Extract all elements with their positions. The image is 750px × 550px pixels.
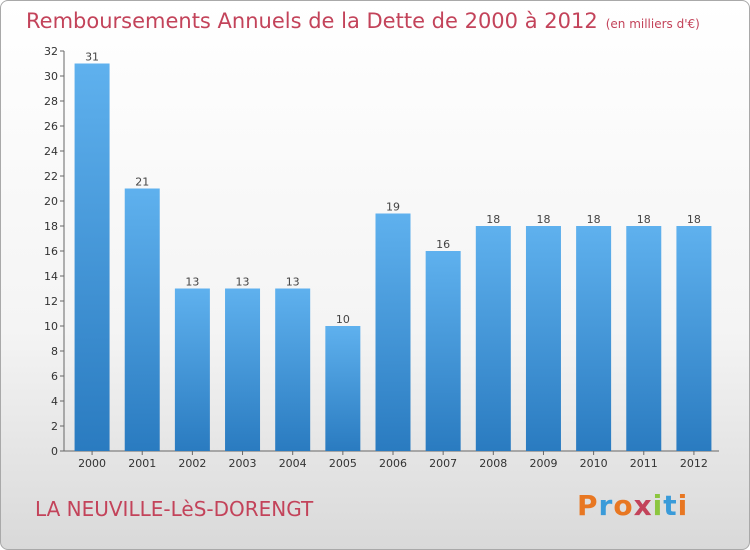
bar-value-label: 10	[336, 313, 350, 326]
bar	[626, 226, 662, 451]
bar	[124, 188, 160, 451]
y-tick-label: 30	[44, 70, 58, 83]
logo-letter: x	[633, 489, 653, 522]
bar-value-label: 13	[236, 276, 250, 289]
bar	[375, 213, 411, 451]
logo-letter: o	[613, 489, 634, 522]
bar	[325, 326, 361, 451]
bar-value-label: 18	[687, 213, 701, 226]
proxiti-logo[interactable]: Proxiti	[577, 489, 688, 522]
y-tick-label: 18	[44, 220, 58, 233]
y-tick-label: 20	[44, 195, 58, 208]
bar-value-label: 16	[436, 238, 450, 251]
logo-letter: P	[577, 489, 599, 522]
y-tick-label: 0	[51, 445, 58, 458]
logo-letter: r	[598, 489, 614, 522]
bar-value-label: 18	[536, 213, 550, 226]
y-tick-label: 6	[51, 370, 58, 383]
bar-value-label: 19	[386, 201, 400, 214]
bar	[676, 226, 712, 451]
bar	[174, 288, 210, 451]
title-text: Remboursements Annuels de la Dette de 20…	[26, 9, 598, 33]
y-tick-label: 28	[44, 95, 58, 108]
y-tick-label: 16	[44, 245, 58, 258]
bar	[225, 288, 261, 451]
bar-value-label: 13	[185, 276, 199, 289]
bar	[275, 288, 311, 451]
y-tick-label: 26	[44, 120, 58, 133]
y-tick-label: 14	[44, 270, 58, 283]
bar-value-label: 21	[135, 176, 149, 189]
logo-letter: t	[663, 489, 678, 522]
x-tick-label: 2000	[78, 457, 106, 470]
y-tick-label: 24	[44, 145, 58, 158]
x-tick-label: 2011	[630, 457, 658, 470]
y-tick-label: 22	[44, 170, 58, 183]
bar-value-label: 18	[587, 213, 601, 226]
x-tick-label: 2001	[128, 457, 156, 470]
logo-letter: i	[652, 489, 664, 522]
x-tick-label: 2010	[580, 457, 608, 470]
bar-value-label: 31	[85, 51, 99, 64]
unit-text: (en milliers d'€)	[605, 17, 700, 31]
y-tick-label: 4	[51, 395, 58, 408]
bar	[425, 251, 461, 451]
place-name: LA NEUVILLE-LèS-DORENGT	[35, 497, 314, 521]
x-tick-label: 2008	[479, 457, 507, 470]
x-tick-label: 2007	[429, 457, 457, 470]
bar	[74, 63, 110, 451]
chart-title: Remboursements Annuels de la Dette de 20…	[26, 9, 700, 33]
logo-letter: i	[677, 489, 689, 522]
bar	[525, 226, 561, 451]
y-tick-label: 12	[44, 295, 58, 308]
bar-value-label: 18	[637, 213, 651, 226]
bar	[576, 226, 612, 451]
x-tick-label: 2012	[680, 457, 708, 470]
x-tick-label: 2006	[379, 457, 407, 470]
bar-value-label: 13	[286, 276, 300, 289]
x-tick-label: 2004	[279, 457, 307, 470]
y-tick-label: 2	[51, 420, 58, 433]
y-tick-label: 10	[44, 320, 58, 333]
bar-value-label: 18	[486, 213, 500, 226]
x-tick-label: 2009	[529, 457, 557, 470]
y-tick-label: 32	[44, 45, 58, 58]
x-tick-label: 2002	[178, 457, 206, 470]
x-tick-label: 2003	[229, 457, 257, 470]
bar	[475, 226, 511, 451]
y-tick-label: 8	[51, 345, 58, 358]
x-tick-label: 2005	[329, 457, 357, 470]
